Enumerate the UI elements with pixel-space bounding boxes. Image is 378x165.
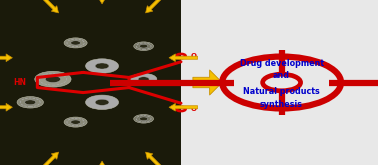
Circle shape: [139, 117, 148, 121]
Circle shape: [71, 120, 81, 124]
Text: Natural products: Natural products: [243, 87, 320, 96]
Text: synthesis: synthesis: [260, 100, 303, 109]
Circle shape: [95, 99, 109, 105]
Circle shape: [17, 97, 43, 108]
Bar: [181, 0, 378, 165]
Circle shape: [134, 42, 153, 50]
Circle shape: [45, 76, 60, 82]
Circle shape: [35, 71, 71, 87]
Circle shape: [71, 41, 81, 45]
Circle shape: [139, 44, 148, 48]
Circle shape: [25, 100, 36, 105]
Text: and: and: [273, 71, 290, 80]
Circle shape: [85, 95, 119, 110]
Circle shape: [134, 115, 153, 123]
Circle shape: [64, 117, 87, 127]
Text: O: O: [191, 106, 197, 112]
Circle shape: [95, 63, 109, 69]
Text: Drug development: Drug development: [240, 59, 324, 68]
Circle shape: [64, 38, 87, 48]
Bar: [0, 0, 181, 165]
Circle shape: [85, 59, 119, 73]
Circle shape: [138, 77, 149, 82]
Text: HN: HN: [14, 78, 26, 87]
Circle shape: [130, 73, 157, 85]
Text: O: O: [191, 53, 197, 59]
